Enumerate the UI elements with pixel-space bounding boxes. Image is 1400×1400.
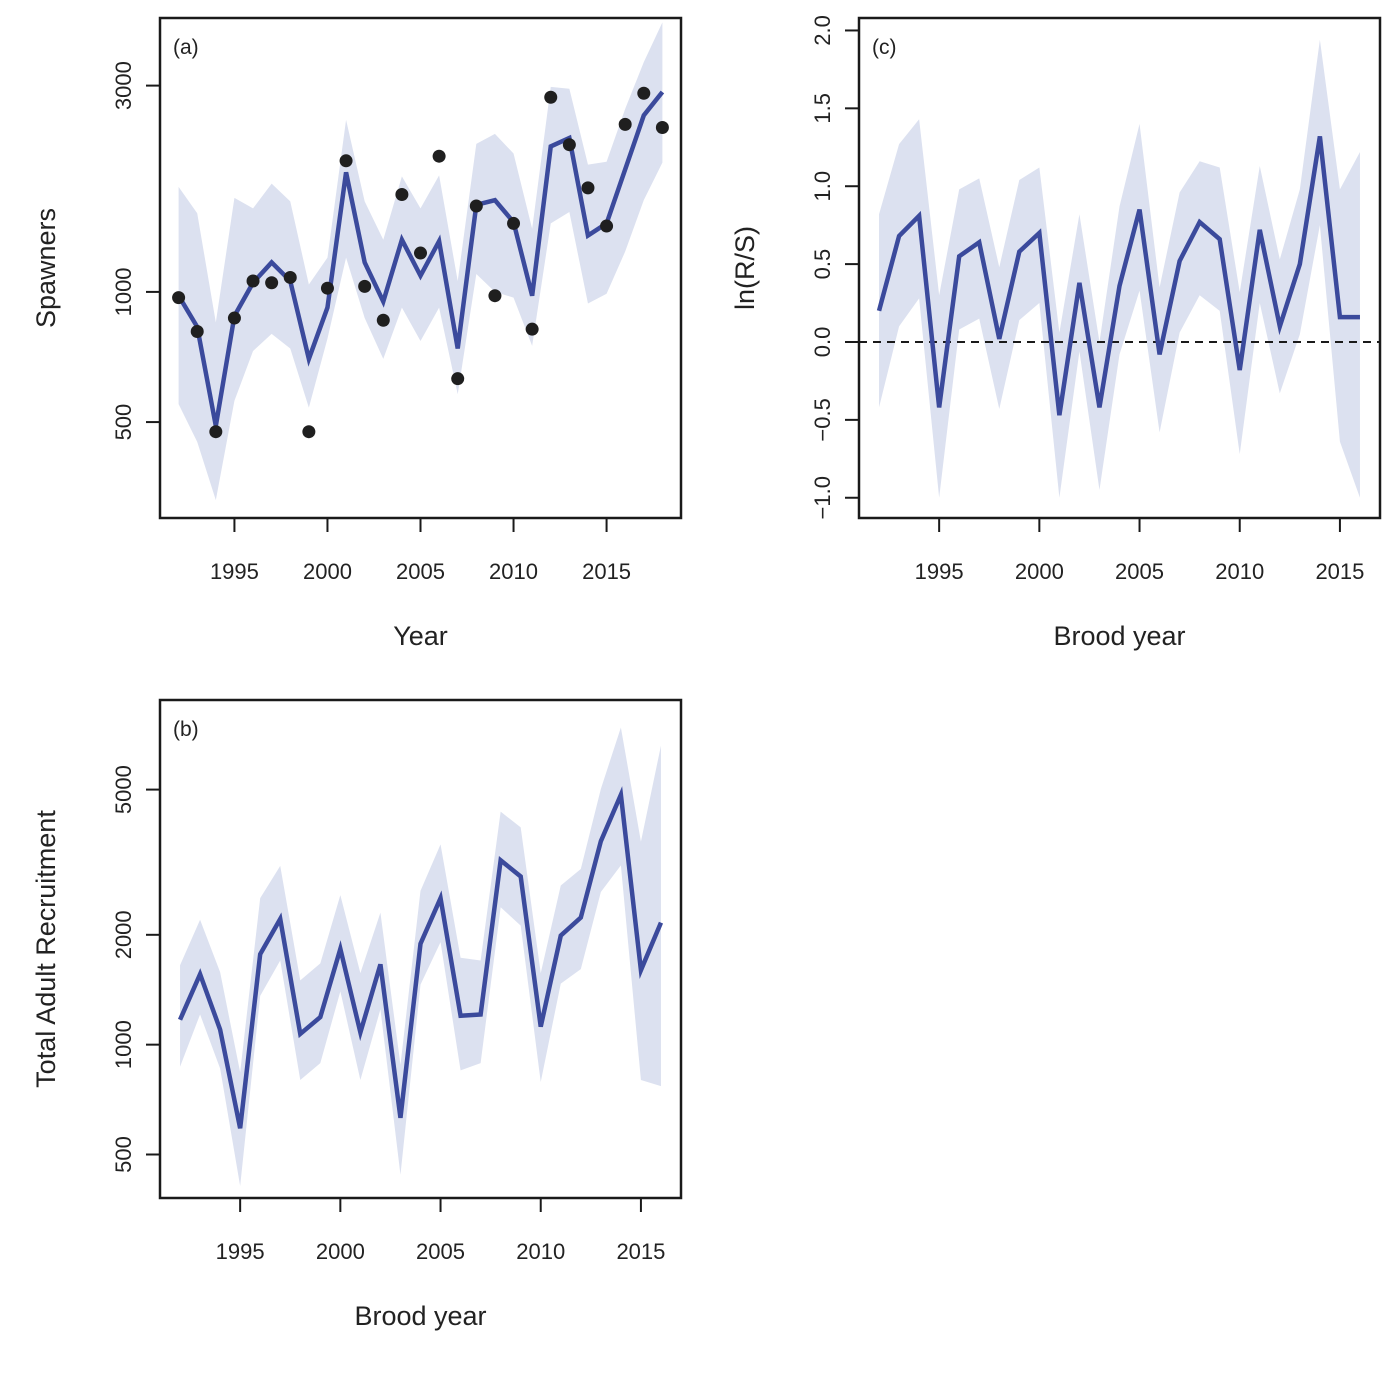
y-tick-label-a: 3000 bbox=[111, 61, 136, 110]
credible-band-a bbox=[178, 22, 663, 501]
x-tick-label-b: 2015 bbox=[616, 1239, 665, 1264]
x-axis-title-b: Brood year bbox=[354, 1301, 486, 1331]
observed-point-a bbox=[227, 311, 241, 325]
estimate-line-a bbox=[176, 90, 665, 427]
x-tick-label-c: 2015 bbox=[1315, 559, 1364, 584]
observed-point-a bbox=[339, 154, 353, 168]
observed-point-a bbox=[320, 281, 334, 295]
y-tick-label-c: −1.0 bbox=[810, 476, 835, 519]
plot-b-content bbox=[177, 727, 664, 1186]
y-tick-label-b: 1000 bbox=[111, 1020, 136, 1069]
x-tick-label-a: 2015 bbox=[582, 559, 631, 584]
plot-c-axes: 1995 2000 2005 2010 2015 −1.0 −0.5 0.0 0.5 1.0 1.5… bbox=[810, 15, 1364, 584]
plot-b-frame bbox=[158, 698, 683, 1200]
x-tick-label-c: 2005 bbox=[1115, 559, 1164, 584]
observed-point-a bbox=[637, 86, 651, 100]
x-axis-title-a: Year bbox=[393, 621, 448, 651]
credible-band-c bbox=[879, 39, 1360, 498]
observed-point-a bbox=[581, 181, 595, 195]
x-tick-label-a: 2000 bbox=[303, 559, 352, 584]
observed-point-a bbox=[172, 291, 186, 305]
y-tick-label-b: 2000 bbox=[111, 910, 136, 959]
observed-point-a bbox=[283, 270, 297, 284]
observed-point-a bbox=[525, 322, 539, 336]
y-tick-label-c: 1.0 bbox=[810, 171, 835, 202]
observed-point-a bbox=[600, 219, 614, 233]
observed-point-a bbox=[302, 425, 316, 439]
plot-a-axes: 1995 2000 2005 2010 2015 500 1000 3000 bbox=[111, 61, 631, 584]
observed-point-a bbox=[562, 138, 576, 152]
observed-point-a bbox=[265, 276, 279, 290]
observed-point-a bbox=[544, 90, 558, 104]
observed-point-a bbox=[395, 187, 409, 201]
panel-c: 1995 2000 2005 2010 2015 −1.0 −0.5 0.0 0.5 1.0 1.5… bbox=[730, 15, 1382, 651]
observed-point-a bbox=[209, 425, 223, 439]
observed-point-a bbox=[190, 324, 204, 338]
plot-c-content bbox=[859, 39, 1380, 498]
y-tick-label-c: 0.0 bbox=[810, 327, 835, 358]
x-tick-label-b: 1995 bbox=[216, 1239, 265, 1264]
estimate-line-c bbox=[876, 136, 1360, 416]
observed-point-a bbox=[618, 117, 632, 131]
observed-point-a bbox=[507, 216, 521, 230]
y-tick-label-b: 500 bbox=[111, 1136, 136, 1173]
y-tick-label-c: −0.5 bbox=[810, 398, 835, 441]
x-tick-label-a: 2010 bbox=[489, 559, 538, 584]
y-tick-label-b: 5000 bbox=[111, 765, 136, 814]
panel-label-b: (b) bbox=[173, 718, 199, 741]
observed-point-a bbox=[376, 313, 390, 327]
observed-point-a bbox=[451, 372, 465, 386]
observed-point-a bbox=[358, 279, 372, 293]
panel-label-a: (a) bbox=[173, 36, 199, 59]
x-tick-label-c: 2010 bbox=[1215, 559, 1264, 584]
observed-point-a bbox=[414, 246, 427, 260]
estimate-line-b bbox=[177, 786, 664, 1129]
observed-point-a bbox=[488, 289, 502, 303]
observed-point-a bbox=[469, 199, 483, 213]
y-tick-label-c: 2.0 bbox=[810, 15, 835, 46]
plot-a-content bbox=[172, 22, 669, 501]
y-axis-title-a: Spawners bbox=[31, 208, 61, 328]
plot-b-axes: 1995 2000 2005 2010 2015 500 1000 2000 5000 bbox=[111, 765, 665, 1264]
x-tick-label-c: 1995 bbox=[915, 559, 964, 584]
x-axis-title-c: Brood year bbox=[1053, 621, 1185, 651]
y-tick-label-a: 1000 bbox=[111, 267, 136, 316]
x-tick-label-b: 2000 bbox=[316, 1239, 365, 1264]
x-tick-label-a: 1995 bbox=[210, 559, 259, 584]
y-tick-label-c: 0.5 bbox=[810, 249, 835, 280]
observed-point-a bbox=[655, 121, 669, 135]
y-axis-title-c: ln(R/S) bbox=[730, 226, 760, 310]
x-tick-label-a: 2005 bbox=[396, 559, 445, 584]
observed-point-a bbox=[246, 274, 260, 288]
observed-point-a bbox=[432, 149, 446, 163]
y-tick-label-c: 1.5 bbox=[810, 93, 835, 124]
y-axis-title-b: Total Adult Recruitment bbox=[31, 810, 61, 1088]
x-tick-label-b: 2010 bbox=[516, 1239, 565, 1264]
panel-label-c: (c) bbox=[872, 36, 897, 59]
plot-c-frame bbox=[857, 16, 1382, 520]
y-tick-label-a: 500 bbox=[111, 404, 136, 441]
panel-a: 1995 2000 2005 2010 2015 500 1000 3000 (a) Year… bbox=[31, 16, 683, 651]
x-tick-label-c: 2000 bbox=[1015, 559, 1064, 584]
x-tick-label-b: 2005 bbox=[416, 1239, 465, 1264]
